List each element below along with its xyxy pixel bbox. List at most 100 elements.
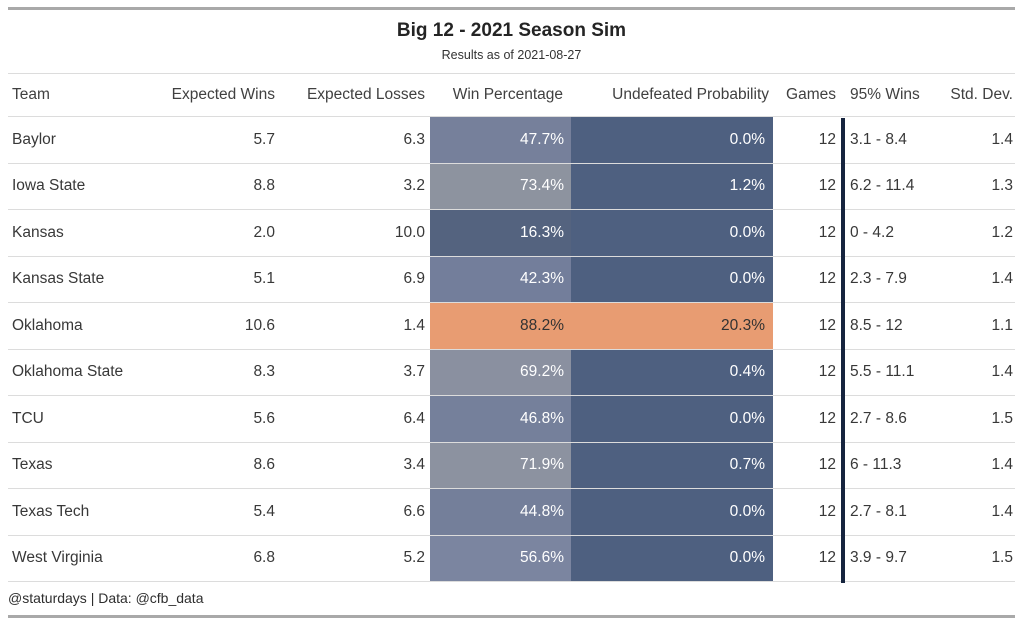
95-wins-cell: 5.5 - 11.1	[850, 363, 915, 381]
95-wins-cell: 2.7 - 8.1	[850, 502, 907, 520]
win-percentage-cell: 16.3%	[430, 210, 571, 256]
expected-losses-cell: 6.9	[403, 270, 425, 288]
win-percentage-cell: 44.8%	[430, 489, 571, 535]
95-wins-cell: 2.3 - 7.9	[850, 270, 907, 288]
expected-wins-cell: 5.1	[253, 270, 275, 288]
undefeated-probability-cell: 20.3%	[571, 303, 773, 349]
games-cell: 12	[818, 409, 836, 427]
95-wins-cell: 3.1 - 8.4	[850, 130, 907, 148]
team-cell: Kansas	[12, 223, 64, 241]
std-dev-cell: 1.1	[991, 316, 1013, 334]
header-undefeated-probability: Undefeated Probability	[612, 86, 769, 103]
expected-losses-cell: 5.2	[403, 549, 425, 567]
std-dev-cell: 1.5	[991, 549, 1013, 567]
win-percentage-cell: 47.7%	[430, 117, 571, 163]
games-cell: 12	[818, 177, 836, 195]
undefeated-probability-cell: 0.0%	[571, 535, 773, 581]
expected-wins-cell: 8.8	[253, 177, 275, 195]
win-percentage-cell: 71.9%	[430, 442, 571, 488]
page-title: Big 12 - 2021 Season Sim	[396, 20, 627, 41]
table-row: Texas 8.6 3.4 71.9% 0.7% 12 6 - 11.3 1.4	[8, 442, 1015, 489]
team-cell: Oklahoma State	[12, 363, 124, 381]
95-wins-cell: 2.7 - 8.6	[850, 409, 907, 427]
win-percentage-cell: 42.3%	[430, 256, 571, 302]
expected-wins-cell: 5.7	[253, 130, 275, 148]
std-dev-cell: 1.4	[991, 363, 1013, 381]
header-win-percentage: Win Percentage	[452, 86, 563, 103]
expected-losses-cell: 3.7	[403, 363, 425, 381]
std-dev-cell: 1.2	[991, 223, 1013, 241]
table-row: TCU 5.6 6.4 46.8% 0.0% 12 2.7 - 8.6 1.5	[8, 396, 1015, 443]
undefeated-probability-cell: 0.0%	[571, 489, 773, 535]
table-header-row: Team Expected Wins Expected Losses Win P…	[8, 73, 1015, 117]
95-wins-cell: 6 - 11.3	[850, 456, 902, 474]
expected-wins-cell: 8.3	[253, 363, 275, 381]
win-percentage-cell: 69.2%	[430, 349, 571, 395]
95-wins-cell: 8.5 - 12	[850, 316, 903, 334]
undefeated-probability-cell: 0.0%	[571, 117, 773, 163]
table-row: Texas Tech 5.4 6.6 44.8% 0.0% 12 2.7 - 8…	[8, 489, 1015, 536]
table-row: Kansas State 5.1 6.9 42.3% 0.0% 12 2.3 -…	[8, 256, 1015, 303]
games-cell: 12	[818, 223, 836, 241]
expected-wins-cell: 5.4	[253, 502, 275, 520]
header-95-wins: 95% Wins	[850, 86, 920, 103]
games-cell: 12	[818, 363, 836, 381]
team-cell: Iowa State	[12, 177, 86, 195]
header-expected-wins: Expected Wins	[171, 86, 275, 103]
team-cell: Texas Tech	[12, 502, 90, 520]
attribution-text: @staturdays | Data: @cfb_data	[8, 590, 204, 606]
expected-wins-cell: 5.6	[253, 409, 275, 427]
games-cell: 12	[818, 270, 836, 288]
table-row: Iowa State 8.8 3.2 73.4% 1.2% 12 6.2 - 1…	[8, 163, 1015, 210]
std-dev-cell: 1.4	[991, 130, 1013, 148]
team-cell: Kansas State	[12, 270, 105, 288]
team-cell: Texas	[12, 456, 53, 474]
expected-losses-cell: 6.3	[403, 130, 425, 148]
win-percentage-cell: 73.4%	[430, 163, 571, 209]
std-dev-cell: 1.3	[991, 177, 1013, 195]
win-percentage-cell: 46.8%	[430, 396, 571, 442]
95-wins-cell: 3.9 - 9.7	[850, 549, 907, 567]
games-cell: 12	[818, 316, 836, 334]
undefeated-probability-cell: 1.2%	[571, 163, 773, 209]
header-std-dev: Std. Dev.	[950, 86, 1013, 103]
expected-losses-cell: 10.0	[394, 223, 425, 241]
team-cell: Oklahoma	[12, 316, 83, 334]
std-dev-cell: 1.5	[991, 409, 1013, 427]
table-row: Kansas 2.0 10.0 16.3% 0.0% 12 0 - 4.2 1.…	[8, 210, 1015, 257]
95-wins-cell: 0 - 4.2	[850, 223, 894, 241]
top-rule	[8, 7, 1015, 10]
95-wins-cell: 6.2 - 11.4	[850, 177, 915, 195]
subtitle: Results as of 2021-08-27	[441, 48, 582, 62]
team-cell: TCU	[12, 409, 44, 427]
expected-losses-cell: 3.4	[403, 456, 425, 474]
team-cell: West Virginia	[12, 549, 103, 567]
expected-wins-cell: 2.0	[253, 223, 275, 241]
win-percentage-cell: 56.6%	[430, 535, 571, 581]
expected-wins-cell: 10.6	[244, 316, 275, 334]
std-dev-cell: 1.4	[991, 456, 1013, 474]
undefeated-probability-cell: 0.4%	[571, 349, 773, 395]
bottom-rule	[8, 615, 1015, 618]
expected-losses-cell: 1.4	[403, 316, 425, 334]
undefeated-probability-cell: 0.7%	[571, 442, 773, 488]
undefeated-probability-cell: 0.0%	[571, 396, 773, 442]
games-cell: 12	[818, 456, 836, 474]
expected-losses-cell: 6.4	[403, 409, 425, 427]
header-games: Games	[786, 86, 836, 103]
expected-wins-cell: 6.8	[253, 549, 275, 567]
win-percentage-cell: 88.2%	[430, 303, 571, 349]
header-team: Team	[12, 86, 50, 103]
games-cell: 12	[818, 549, 836, 567]
table-row: Oklahoma State 8.3 3.7 69.2% 0.4% 12 5.5…	[8, 349, 1015, 396]
games-wins-divider-line	[841, 118, 845, 583]
table-row: Oklahoma 10.6 1.4 88.2% 20.3% 12 8.5 - 1…	[8, 303, 1015, 350]
table-row: Baylor 5.7 6.3 47.7% 0.0% 12 3.1 - 8.4 1…	[8, 117, 1015, 164]
table-row: West Virginia 6.8 5.2 56.6% 0.0% 12 3.9 …	[8, 535, 1015, 582]
undefeated-probability-cell: 0.0%	[571, 256, 773, 302]
expected-losses-cell: 3.2	[403, 177, 425, 195]
expected-losses-cell: 6.6	[403, 502, 425, 520]
games-cell: 12	[818, 130, 836, 148]
team-cell: Baylor	[12, 130, 56, 148]
